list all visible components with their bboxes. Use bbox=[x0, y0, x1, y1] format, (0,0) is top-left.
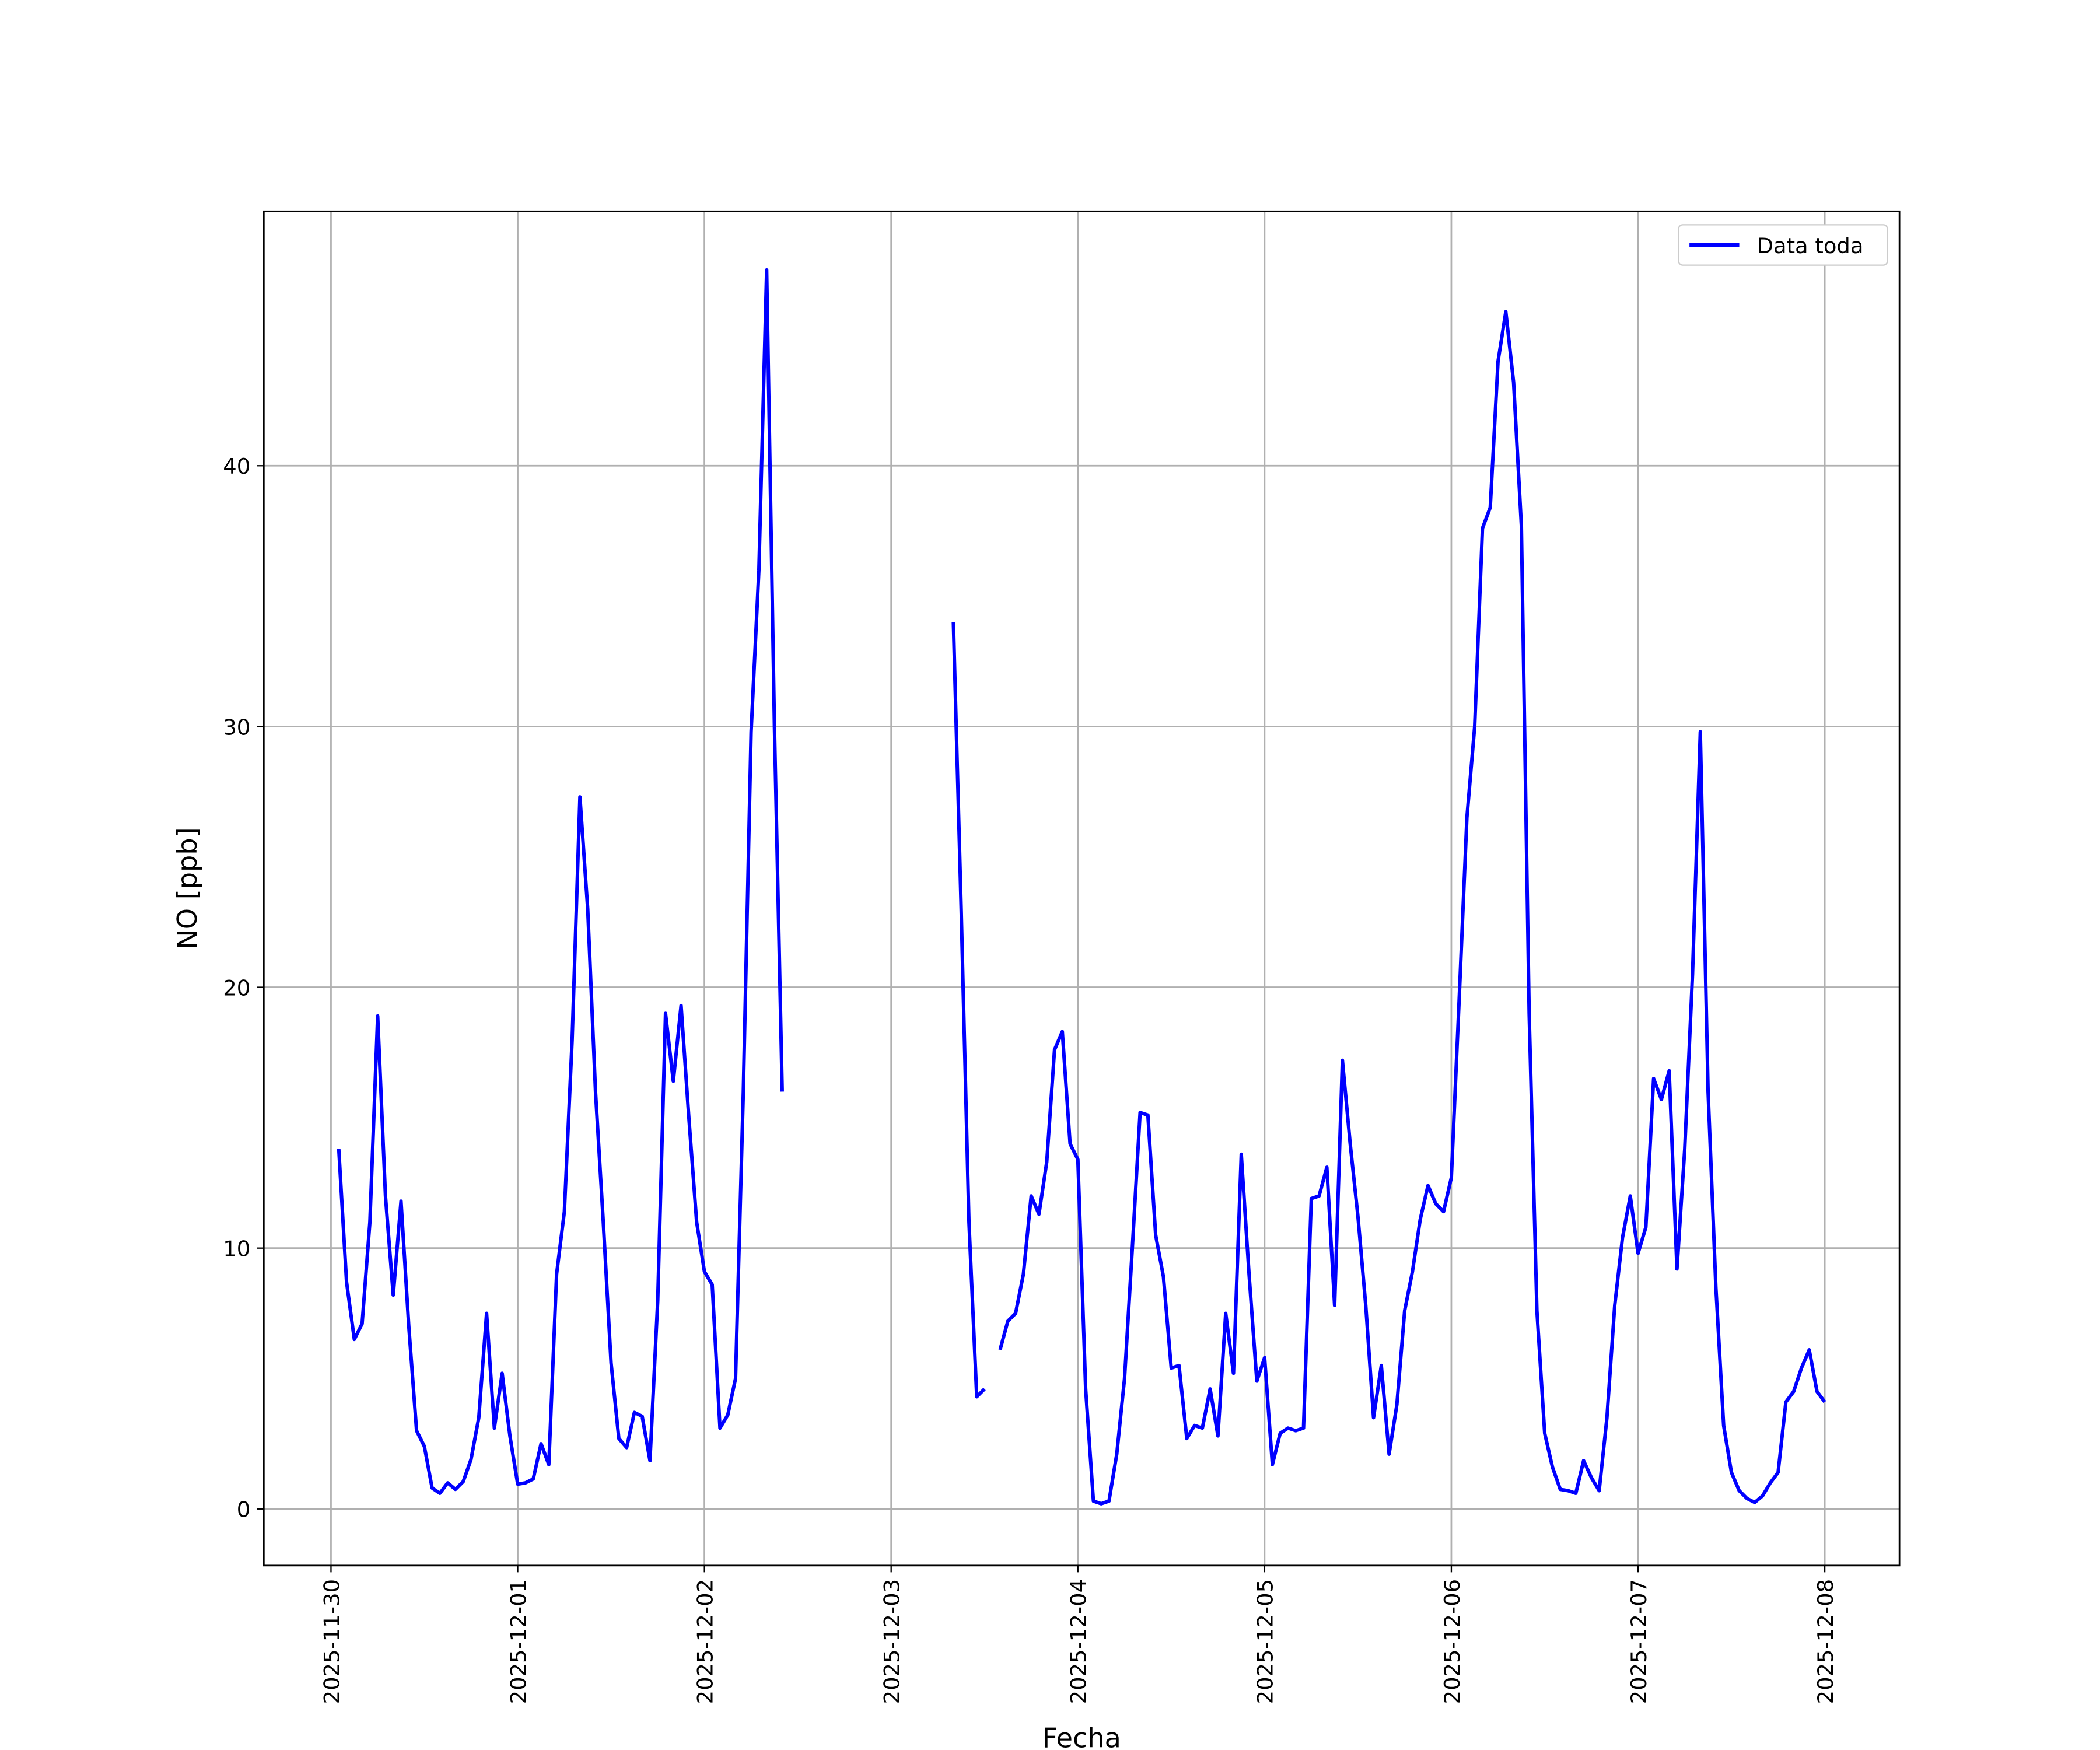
y-tick-label: 20 bbox=[223, 975, 250, 1000]
x-tick-label: 2025-12-05 bbox=[1253, 1579, 1278, 1704]
x-tick-label: 2025-12-03 bbox=[880, 1579, 905, 1704]
y-tick-label: 0 bbox=[237, 1497, 250, 1522]
data-line bbox=[337, 268, 1826, 1506]
x-tick-label: 2025-12-08 bbox=[1813, 1579, 1838, 1704]
x-tick-label: 2025-12-06 bbox=[1440, 1579, 1465, 1704]
y-tick-label: 40 bbox=[223, 454, 250, 479]
plot-area bbox=[337, 268, 1826, 1506]
y-axis-label: NO [ppb] bbox=[172, 827, 203, 949]
legend-box bbox=[1678, 224, 1888, 266]
x-tick-label: 2025-12-04 bbox=[1066, 1579, 1091, 1704]
y-tick-label: 10 bbox=[223, 1237, 250, 1262]
x-tick-label: 2025-12-01 bbox=[506, 1579, 531, 1704]
legend-label: Data toda bbox=[1757, 233, 1864, 258]
x-tick-label: 2025-12-02 bbox=[692, 1579, 718, 1704]
axes-frame bbox=[262, 210, 1901, 1567]
x-axis-label: Fecha bbox=[1042, 1722, 1121, 1750]
x-tick-label: 2025-11-30 bbox=[319, 1579, 344, 1704]
x-tick-label: 2025-12-07 bbox=[1626, 1579, 1651, 1704]
legend: Data toda bbox=[1678, 224, 1888, 266]
y-tick-label: 30 bbox=[223, 715, 250, 740]
grid bbox=[264, 211, 1900, 1566]
